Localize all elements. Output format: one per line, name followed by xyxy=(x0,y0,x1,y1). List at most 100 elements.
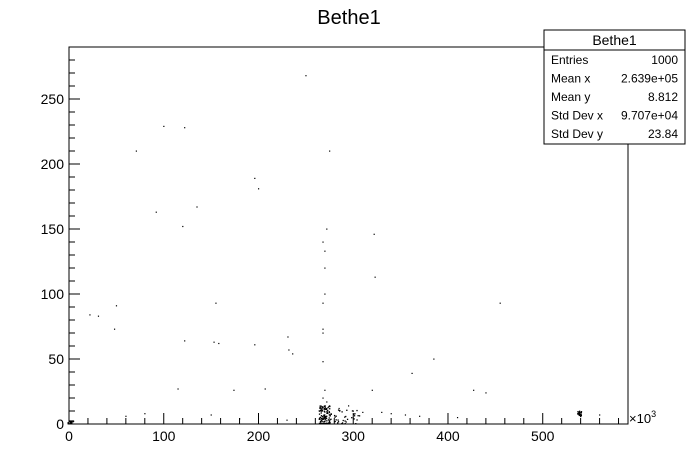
data-point xyxy=(419,415,421,417)
data-point xyxy=(485,392,487,394)
data-point xyxy=(287,336,289,338)
cluster-point xyxy=(337,421,340,423)
data-point xyxy=(182,225,184,228)
cluster-point xyxy=(353,418,355,420)
cluster-point xyxy=(327,423,329,425)
cluster-point xyxy=(322,423,325,425)
cluster-point xyxy=(322,407,324,409)
data-point xyxy=(264,388,266,390)
cluster-point xyxy=(328,411,331,414)
cluster-point xyxy=(578,414,580,416)
cluster-point xyxy=(328,410,330,413)
cluster-point xyxy=(324,405,327,407)
cluster-point xyxy=(326,412,328,415)
cluster-point xyxy=(577,411,580,413)
cluster-point xyxy=(323,414,326,416)
data-point xyxy=(305,75,307,77)
stats-value: 9.707e+04 xyxy=(621,109,678,123)
data-point xyxy=(322,302,324,304)
cluster-point xyxy=(325,408,328,411)
cluster-point xyxy=(330,418,332,420)
cluster-point xyxy=(324,407,326,409)
cluster-point xyxy=(341,422,344,424)
y-axis: 0 50 100 150 200 250 xyxy=(41,46,80,432)
cluster-point xyxy=(327,406,329,409)
data-point xyxy=(338,407,340,410)
cluster-point xyxy=(322,417,324,419)
cluster-point xyxy=(319,410,321,412)
stats-title: Bethe1 xyxy=(592,32,637,48)
cluster-point xyxy=(321,421,323,423)
stats-label: Std Dev y xyxy=(551,127,603,141)
cluster-point xyxy=(325,417,327,420)
data-point xyxy=(324,293,326,295)
cluster-point xyxy=(320,415,323,417)
cluster-point xyxy=(329,415,331,417)
cluster-point xyxy=(71,421,73,423)
cluster-point xyxy=(580,414,583,417)
cluster-point xyxy=(324,416,326,419)
data-point xyxy=(218,342,220,345)
cluster-point xyxy=(319,422,321,424)
cluster-point xyxy=(346,418,349,421)
cluster-point xyxy=(323,407,326,410)
data-point xyxy=(326,228,328,230)
cluster-point xyxy=(321,407,323,409)
cluster-point xyxy=(334,416,336,418)
data-point xyxy=(326,401,328,403)
cluster-point xyxy=(327,419,330,421)
data-point xyxy=(196,206,198,208)
cluster-point xyxy=(333,414,336,417)
data-point xyxy=(135,150,137,152)
cluster-point xyxy=(326,422,328,424)
cluster-point xyxy=(338,410,341,412)
data-point xyxy=(210,414,212,416)
cluster-point xyxy=(70,422,72,424)
cluster-point xyxy=(320,419,322,421)
cluster-point xyxy=(324,419,327,421)
cluster-point xyxy=(329,421,331,423)
data-point xyxy=(97,315,100,317)
data-point xyxy=(362,411,364,413)
data-point xyxy=(322,328,324,330)
cluster-point xyxy=(327,409,329,412)
cluster-point xyxy=(335,415,337,417)
cluster-point xyxy=(323,408,325,410)
cluster-point xyxy=(72,421,74,423)
data-point xyxy=(324,267,326,269)
x-tick-label: 0 xyxy=(65,428,73,444)
cluster-point xyxy=(337,422,339,424)
cluster-point xyxy=(319,407,322,409)
cluster-point xyxy=(330,413,332,415)
cluster-point xyxy=(324,408,326,411)
cluster-point xyxy=(320,412,322,414)
cluster-point xyxy=(580,411,582,414)
cluster-point xyxy=(328,417,330,419)
cluster-point xyxy=(356,419,358,421)
cluster-point xyxy=(318,413,321,415)
cluster-point xyxy=(328,405,330,408)
cluster-point xyxy=(326,410,328,412)
data-point xyxy=(324,250,326,252)
data-point xyxy=(322,361,324,363)
cluster-point xyxy=(353,415,356,417)
data-point xyxy=(373,233,375,235)
data-point xyxy=(184,127,186,129)
x-tick-label: 500 xyxy=(531,428,555,444)
data-point xyxy=(163,125,165,127)
cluster-point xyxy=(320,417,323,420)
data-point xyxy=(215,302,217,304)
data-point xyxy=(411,372,413,374)
cluster-point xyxy=(345,415,347,418)
data-point xyxy=(404,414,407,416)
cluster-point xyxy=(344,416,346,418)
stats-rows: Entries 1000 Mean x 2.639e+05 Mean y 8.812 Std… xyxy=(551,53,678,141)
data-point xyxy=(89,314,91,316)
stats-label: Entries xyxy=(551,53,588,67)
data-point xyxy=(288,349,290,351)
data-point xyxy=(113,328,116,330)
cluster-point xyxy=(578,410,581,412)
cluster-point xyxy=(326,411,328,413)
stats-label: Mean y xyxy=(551,90,590,104)
